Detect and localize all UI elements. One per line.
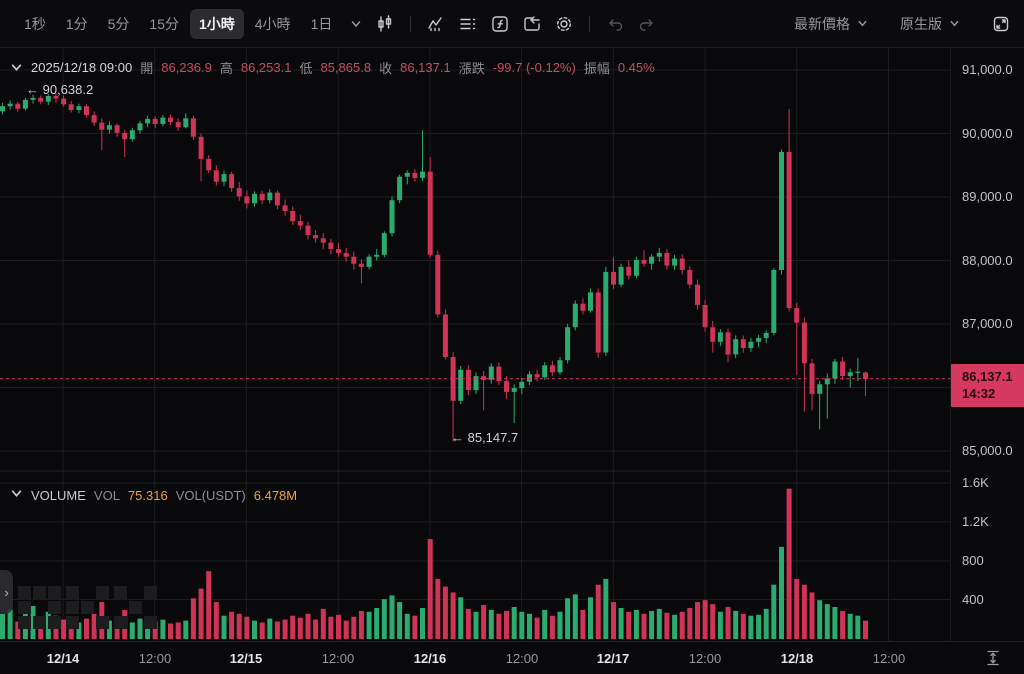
- settings-gear-icon[interactable]: [549, 11, 579, 37]
- formula-template-icon[interactable]: [485, 11, 515, 37]
- amplitude-value: 0.45%: [617, 60, 655, 75]
- vol-value: 75.316: [127, 487, 168, 503]
- time-axis-label: 12:00: [688, 651, 722, 666]
- chevron-right-icon: ›: [4, 584, 9, 600]
- current-price-tag: 86,137.1 14:32: [951, 364, 1024, 407]
- okx-watermark: [18, 586, 157, 629]
- price-axis-label: 85,000.0: [962, 443, 1013, 458]
- time-axis[interactable]: 12/14 12:00 12/15 12:00 12/16 12:00 12/17 12:00…: [0, 641, 1024, 674]
- high-label: 高: [219, 61, 233, 76]
- version-label: 原生版: [900, 15, 942, 32]
- change-value: -99.7 (-0.12%): [492, 60, 576, 75]
- price-axis-label: 90,000.0: [962, 125, 1013, 141]
- timeframe-button-15分[interactable]: 15分: [140, 9, 188, 39]
- open-value: 86,236.9: [161, 60, 212, 75]
- amplitude-label: 振幅: [583, 61, 610, 76]
- save-layout-icon[interactable]: [517, 11, 547, 37]
- toolbar-divider: [589, 15, 591, 32]
- timeframe-button-1小時[interactable]: 1小時: [189, 8, 244, 39]
- indicators-icon[interactable]: [421, 11, 451, 37]
- vol-usdt-label: VOL(USDT): [175, 487, 246, 503]
- timeframe-button-1日[interactable]: 1日: [302, 9, 342, 39]
- time-axis-label: 12:00: [505, 651, 539, 666]
- time-axis-label: 12:00: [321, 651, 355, 666]
- toolbar-right-group: 最新價格 原生版: [788, 11, 1010, 37]
- volume-indicator-name: VOLUME: [31, 487, 86, 503]
- current-price-value: 86,137.1: [962, 369, 1013, 384]
- current-price-time: 14:32: [962, 386, 996, 401]
- redo-icon[interactable]: [632, 11, 662, 37]
- candle-datetime: 2025/12/18 09:00: [31, 60, 133, 75]
- time-axis-label: 12:00: [872, 651, 906, 666]
- undo-icon[interactable]: [600, 11, 630, 37]
- timeframe-more-chevron-icon[interactable]: [344, 14, 368, 34]
- fullscreen-expand-icon[interactable]: [986, 11, 1010, 37]
- volume-axis-label: 1.6K: [962, 475, 989, 490]
- chart-style-candles-icon[interactable]: [370, 11, 400, 37]
- time-axis-label: 12/18: [780, 651, 814, 666]
- low-label: 低: [299, 61, 313, 76]
- toolbar-divider: [410, 15, 412, 32]
- version-dropdown[interactable]: 原生版: [894, 13, 966, 35]
- indicator-list-icon[interactable]: [453, 11, 483, 37]
- high-price-annotation: ← 90,638.2: [26, 82, 94, 97]
- ohlc-info-bar: 2025/12/18 09:00 開 86,236.9 高 86,253.1 低 85…: [10, 58, 655, 77]
- chevron-down-icon: [858, 20, 867, 27]
- time-axis-label: 12/15: [229, 651, 263, 666]
- chevron-down-icon: [950, 20, 959, 27]
- candlestick-chart[interactable]: [0, 48, 950, 641]
- timeframe-group: 1秒 1分 5分 15分 1小時 4小時 1日: [14, 8, 342, 39]
- price-mode-label: 最新價格: [794, 15, 850, 32]
- low-value: 85,865.8: [320, 60, 372, 75]
- close-label: 收: [379, 61, 393, 76]
- timeframe-button-5分[interactable]: 5分: [99, 9, 139, 39]
- price-axis-label: 89,000.0: [962, 189, 1013, 204]
- side-panel-expand-handle[interactable]: ›: [0, 570, 13, 614]
- price-axis-label: 87,000.0: [962, 316, 1013, 331]
- price-axis[interactable]: 86,137.1 14:32 91,000.0 90,000.0 89,000.0 8…: [950, 48, 1024, 641]
- price-scale-adjust-icon[interactable]: [984, 648, 1002, 671]
- volume-axis-label: 400: [962, 592, 984, 607]
- volume-axis-label: 800: [962, 553, 984, 568]
- low-price-annotation: ← 85,147.7: [451, 430, 519, 445]
- timeframe-button-1分[interactable]: 1分: [57, 9, 97, 39]
- time-axis-label: 12/17: [596, 651, 630, 666]
- volume-axis-label: 1.2K: [962, 514, 989, 529]
- timeframe-button-4小時[interactable]: 4小時: [246, 9, 300, 39]
- high-value: 86,253.1: [240, 60, 292, 75]
- price-axis-label: 88,000.0: [962, 252, 1013, 268]
- ohlc-collapse-chevron-icon[interactable]: [10, 61, 23, 74]
- time-axis-label: 12/14: [46, 651, 80, 666]
- vol-usdt-value: 6.478M: [253, 487, 298, 503]
- chart-toolbar: 1秒 1分 5分 15分 1小時 4小時 1日: [0, 0, 1024, 48]
- time-axis-label: 12/16: [413, 651, 447, 666]
- price-axis-label: 91,000.0: [962, 62, 1013, 77]
- change-label: 漲跌: [458, 61, 485, 76]
- volume-collapse-chevron-icon[interactable]: [10, 487, 23, 503]
- price-mode-dropdown[interactable]: 最新價格: [788, 13, 874, 35]
- timeframe-button-1秒[interactable]: 1秒: [15, 9, 55, 39]
- chart-canvas-host[interactable]: [0, 48, 950, 641]
- vol-label: VOL: [93, 487, 120, 503]
- close-value: 86,137.1: [400, 60, 451, 75]
- volume-indicator-bar: VOLUME VOL 75.316 VOL(USDT) 6.478M: [10, 487, 297, 503]
- time-axis-label: 12:00: [138, 651, 172, 666]
- open-label: 開: [140, 61, 154, 76]
